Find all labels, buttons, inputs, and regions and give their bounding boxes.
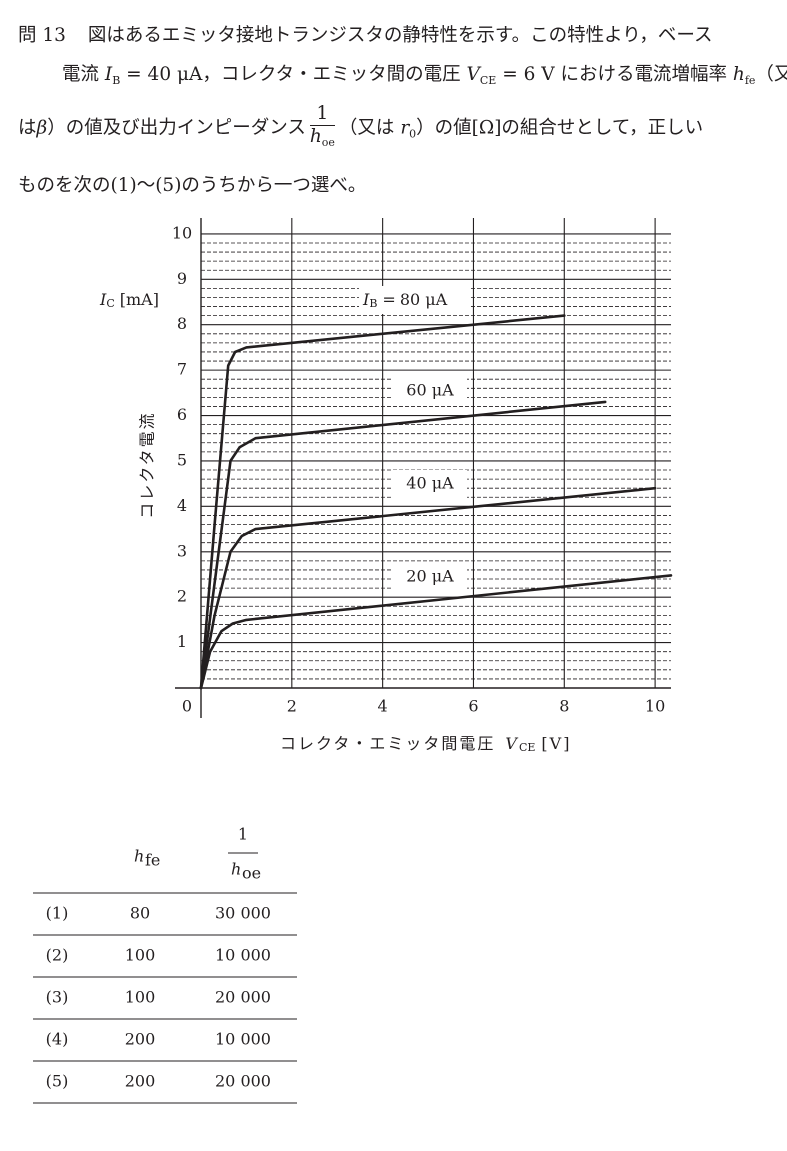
curve-label: IB = 80 μA bbox=[362, 290, 448, 311]
curve bbox=[199, 400, 607, 690]
table-cell: (5) bbox=[46, 1072, 69, 1091]
y-tick-label: 2 bbox=[177, 587, 187, 606]
question-line: 電流 IB = 40 μA，コレクタ・エミッタ間の電圧 VCE = 6 V にお… bbox=[62, 63, 787, 93]
y-tick-label: 6 bbox=[177, 405, 187, 424]
header-numerator: 1 bbox=[238, 825, 248, 844]
label-background bbox=[393, 377, 467, 405]
curves bbox=[199, 314, 673, 690]
table-cell: 20 000 bbox=[215, 1072, 271, 1091]
table: h fe 1 h oe (1) 80 30 000 (2) 100 10 000 (3) 10… bbox=[33, 825, 297, 1104]
question-text: ）の値[Ω]の組合せとして，正しい bbox=[416, 117, 704, 139]
y-tick-label: 5 bbox=[177, 450, 187, 469]
subscript: 0 bbox=[409, 127, 417, 141]
question-text: = 40 μA，コレクタ・エミッタ間の電圧 bbox=[120, 64, 467, 85]
y-tick-label: 7 bbox=[177, 360, 187, 379]
question-text: （又は bbox=[338, 117, 401, 139]
symbol: I bbox=[99, 290, 107, 309]
header-symbol: h bbox=[134, 847, 144, 866]
y-tick-label: 8 bbox=[177, 314, 187, 333]
table-cell: 200 bbox=[125, 1072, 156, 1091]
y-tick-label: 10 bbox=[172, 223, 192, 242]
question-text: は bbox=[18, 117, 37, 139]
curve-label: 40 μA bbox=[406, 474, 454, 493]
y-tick-label: 9 bbox=[177, 269, 187, 288]
denominator: hoe bbox=[310, 126, 335, 154]
table-cell: (4) bbox=[46, 1030, 69, 1049]
curve bbox=[199, 314, 566, 690]
question-line: 問 13 図はあるエミッタ接地トランジスタの静特性を示す。この特性より，ベース bbox=[18, 24, 713, 48]
table-cell: 30 000 bbox=[215, 904, 271, 923]
x-tick-label: 2 bbox=[287, 697, 297, 716]
table-cell: 80 bbox=[130, 904, 150, 923]
question-text: 電流 bbox=[62, 64, 105, 85]
y-tick-label: 1 bbox=[177, 632, 187, 651]
x-axis-label: コレクタ・エミッタ間電圧 VCE [V] bbox=[280, 734, 571, 755]
series-name: 80 μA bbox=[400, 290, 448, 309]
question-text: （又 bbox=[755, 64, 787, 85]
symbol: r bbox=[400, 117, 410, 139]
label-background bbox=[359, 286, 471, 314]
subscript: fe bbox=[744, 74, 756, 87]
question-number: 問 13 bbox=[18, 25, 66, 46]
symbol: I bbox=[104, 64, 113, 85]
label-background bbox=[393, 470, 467, 498]
table-cell: 10 000 bbox=[215, 946, 271, 965]
x-axis-title: コレクタ・エミッタ間電圧 bbox=[280, 734, 495, 753]
table-cell: (2) bbox=[46, 946, 69, 965]
header-symbol: h bbox=[231, 860, 241, 879]
x-tick-label: 10 bbox=[645, 697, 665, 716]
x-tick-label: 8 bbox=[559, 697, 569, 716]
sign: = bbox=[382, 290, 395, 309]
subscript: B bbox=[112, 74, 121, 87]
symbol: I bbox=[362, 290, 370, 309]
question-line: ものを次の(1)～(5)のうちから一つ選べ。 bbox=[18, 174, 366, 198]
subscript: B bbox=[369, 297, 377, 310]
table-cell: 20 000 bbox=[215, 988, 271, 1007]
numerator: 1 bbox=[309, 103, 335, 126]
table-cell: 10 000 bbox=[215, 1030, 271, 1049]
y-tick-label: 4 bbox=[177, 496, 187, 515]
curve bbox=[199, 486, 657, 690]
question-text: 図はあるエミッタ接地トランジスタの静特性を示す。この特性より，ベース bbox=[87, 25, 713, 46]
header-subscript: oe bbox=[242, 864, 261, 883]
unit: [mA] bbox=[120, 290, 159, 309]
labels: IB = 80 μA 60 μA 40 μA 20 μA bbox=[359, 286, 471, 591]
y-axis-title: コレクタ電流 bbox=[138, 411, 157, 518]
curve-label: 60 μA bbox=[406, 381, 454, 400]
y-tick-label: 0 bbox=[182, 697, 192, 716]
curve-label: 20 μA bbox=[406, 567, 454, 586]
symbol: h bbox=[732, 64, 745, 85]
y-tick-label: 3 bbox=[177, 541, 187, 560]
symbol: V bbox=[466, 64, 480, 85]
symbol: V bbox=[505, 734, 519, 753]
question-text: ものを次の(1)～(5)のうちから一つ選べ。 bbox=[18, 175, 367, 196]
table-cell: 100 bbox=[125, 946, 156, 965]
x-tick-label: 4 bbox=[378, 697, 388, 716]
question-text: = 6 V における電流増幅率 bbox=[496, 64, 733, 85]
unit: [V] bbox=[541, 734, 571, 753]
subscript: CE bbox=[479, 74, 497, 87]
question-line: はβ）の値及び出力インピーダンス 1 hoe （又は r0）の値[Ω]の組合せとして，… bbox=[18, 103, 703, 154]
x-tick-label: 6 bbox=[468, 697, 478, 716]
table-cell: (1) bbox=[46, 904, 69, 923]
curve bbox=[199, 574, 673, 690]
header-subscript: fe bbox=[145, 851, 160, 870]
table-cell: (3) bbox=[46, 988, 69, 1007]
label-background bbox=[393, 563, 467, 591]
fraction: 1 hoe bbox=[309, 103, 335, 154]
subscript: CE bbox=[519, 741, 535, 754]
y-axis-label: IC [mA] bbox=[99, 290, 159, 311]
subscript: C bbox=[106, 297, 114, 310]
subscript: oe bbox=[321, 136, 335, 149]
table-cell: 100 bbox=[125, 988, 156, 1007]
symbol: β bbox=[36, 117, 48, 139]
table-cell: 200 bbox=[125, 1030, 156, 1049]
question-text: ）の値及び出力インピーダンス bbox=[47, 117, 306, 139]
symbol: h bbox=[309, 126, 322, 147]
